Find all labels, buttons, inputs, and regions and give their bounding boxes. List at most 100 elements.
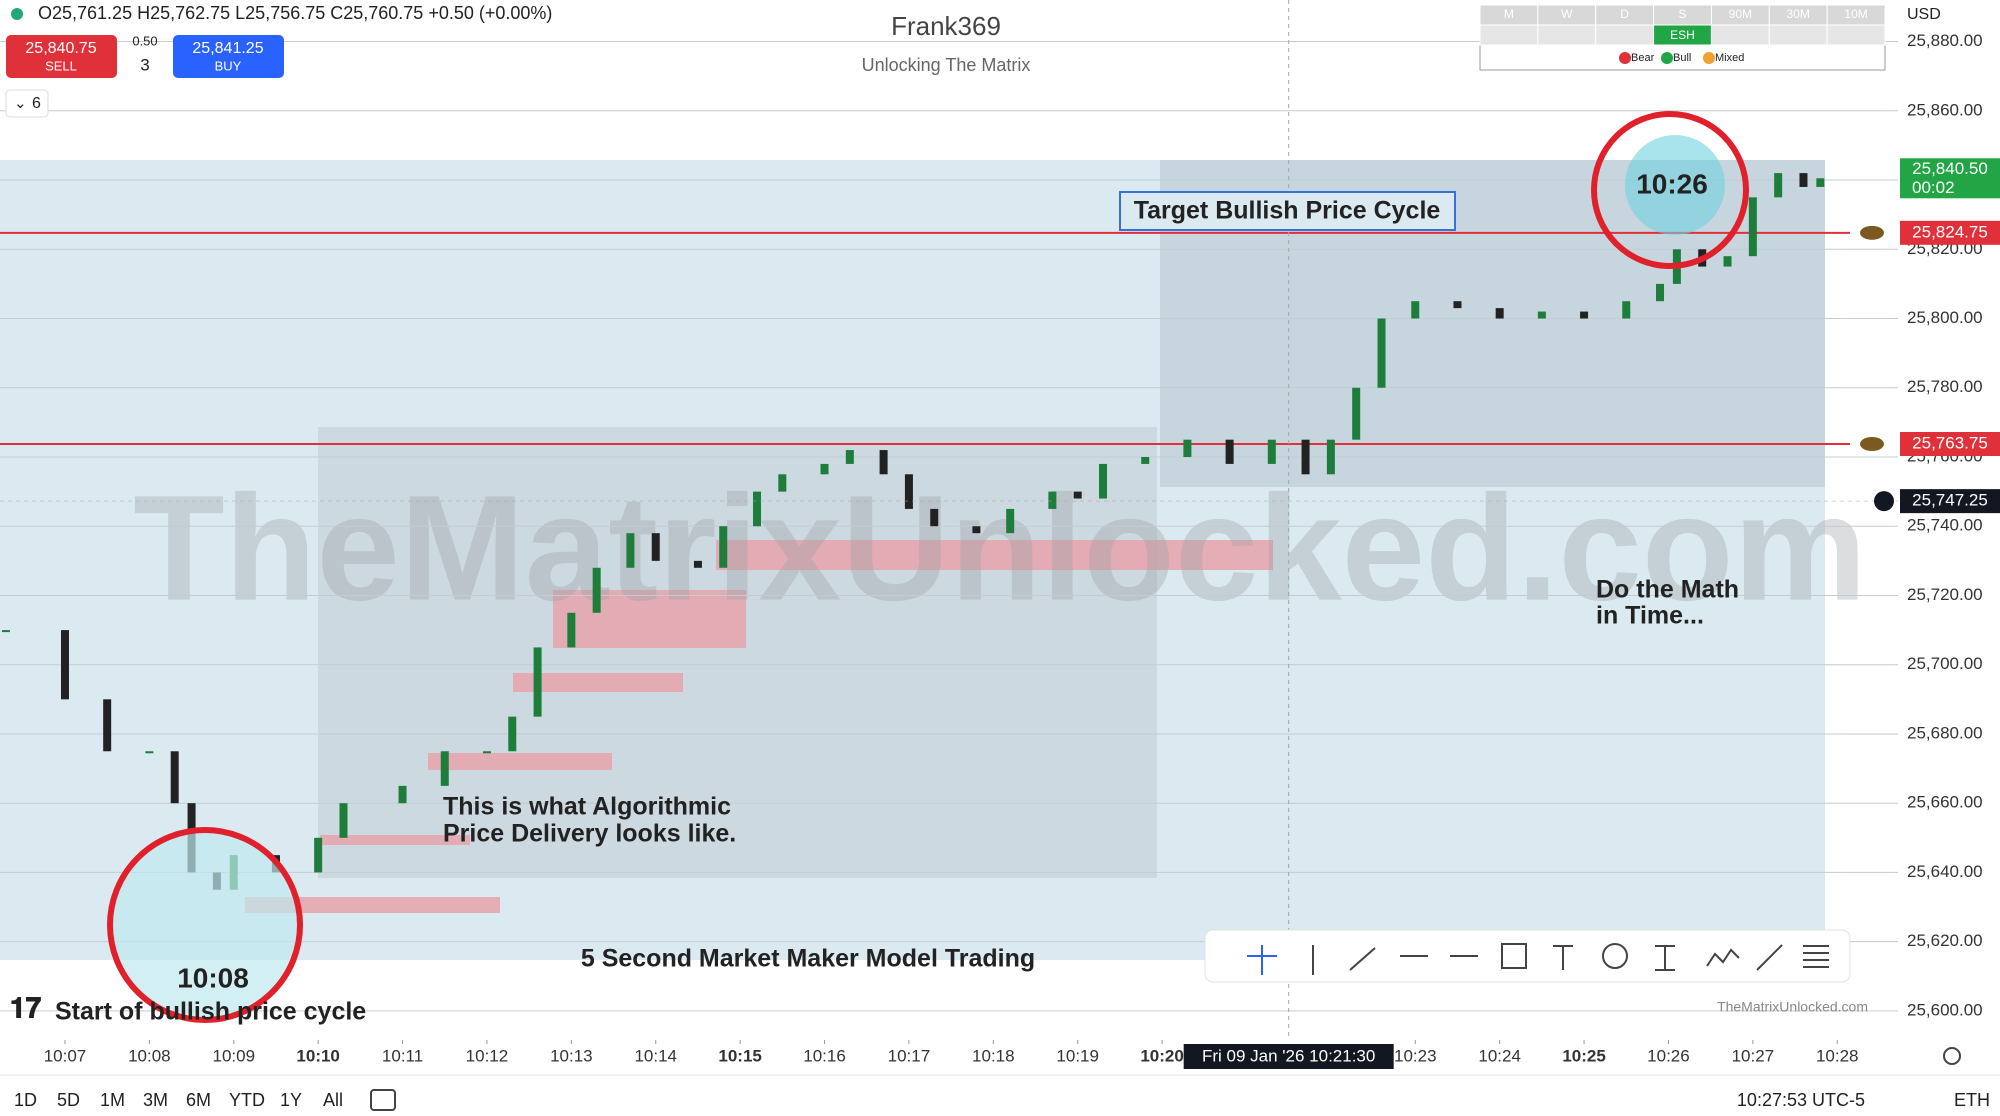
x-tick-label: 10:10 xyxy=(296,1046,339,1065)
x-tick-label: 10:27 xyxy=(1732,1046,1775,1065)
table-head-label: W xyxy=(1561,7,1573,21)
text-tool[interactable] xyxy=(1553,945,1573,970)
table-cell xyxy=(1479,24,1539,46)
candle xyxy=(626,533,635,568)
matrix-table: M W D S 90M 30M 10M ESH Bear Bull Mixed xyxy=(1479,4,1886,71)
settings-icon[interactable] xyxy=(1943,1047,1961,1065)
range-button[interactable]: 6M xyxy=(186,1090,211,1110)
candle xyxy=(482,751,491,754)
x-tick-label: 10:20 xyxy=(1140,1046,1183,1065)
rect-tool[interactable] xyxy=(1501,943,1527,969)
candle xyxy=(592,567,601,613)
x-tick-label: 10:18 xyxy=(972,1046,1015,1065)
candle xyxy=(1723,256,1732,267)
fvg xyxy=(320,835,470,845)
crosshair-time-box xyxy=(1183,1044,1394,1069)
price-tag xyxy=(1900,432,2000,457)
measure-tool[interactable] xyxy=(1655,945,1675,971)
trend-tool[interactable] xyxy=(1349,947,1376,971)
indicator-count: 6 xyxy=(32,95,41,112)
currency[interactable]: USD xyxy=(1907,6,1941,23)
range-button[interactable]: 1Y xyxy=(280,1090,302,1110)
x-tick-label: 10:07 xyxy=(44,1046,87,1065)
path-tool[interactable] xyxy=(1706,948,1740,967)
y-tick-label: 25,780.00 xyxy=(1907,377,1983,396)
tv-logo: 𝟏𝟕 xyxy=(10,992,42,1023)
candle xyxy=(170,751,179,804)
candle xyxy=(972,526,981,534)
title: Frank369 xyxy=(891,11,1001,41)
x-tick-label: 10:24 xyxy=(1478,1046,1521,1065)
price-tag xyxy=(1900,220,2000,245)
x-tick-label: 10:09 xyxy=(212,1046,255,1065)
footer: 1D 5D 1M 3M 6M YTD 1Y All xyxy=(14,1090,343,1110)
table-head-label: 90M xyxy=(1729,7,1752,21)
circle-tool[interactable] xyxy=(1602,943,1628,969)
candle xyxy=(1048,491,1057,509)
sell-button[interactable] xyxy=(6,35,117,78)
candle xyxy=(778,474,787,492)
x-tick-label: 10:16 xyxy=(803,1046,846,1065)
price-tag-label: 25,824.75 xyxy=(1912,222,1988,241)
buy-button[interactable] xyxy=(173,35,284,78)
site-label: TheMatrixUnlocked.com xyxy=(1717,999,1868,1015)
candle xyxy=(1799,173,1808,187)
range-button[interactable]: 3M xyxy=(143,1090,168,1110)
indicator-toggle[interactable] xyxy=(5,89,49,118)
y-tick-label: 25,680.00 xyxy=(1907,723,1983,742)
candle xyxy=(1622,301,1631,319)
candle xyxy=(533,647,542,717)
crosshair-price: 25,747.25 xyxy=(1912,491,1988,510)
candle xyxy=(1301,439,1310,475)
y-tick-label: 25,860.00 xyxy=(1907,100,1983,119)
fvg xyxy=(553,590,746,648)
last-price-label: 25,840.50 xyxy=(1912,159,1988,178)
price-tag-label: 25,763.75 xyxy=(1912,433,1988,452)
buy-label: BUY xyxy=(215,58,242,73)
y-tick-label: 25,720.00 xyxy=(1907,585,1983,604)
y-tick-label: 25,880.00 xyxy=(1907,31,1983,50)
crosshair-tool[interactable] xyxy=(1247,945,1277,975)
chevron: ⌄ xyxy=(14,95,27,112)
range-button[interactable]: 1M xyxy=(100,1090,125,1110)
candle xyxy=(1453,301,1462,309)
annotation-box xyxy=(1119,191,1456,231)
table-head-label: M xyxy=(1504,7,1514,21)
x-tick-label: 10:19 xyxy=(1056,1046,1099,1065)
clock: 10:27:53 UTC-5 xyxy=(1737,1090,1865,1110)
countdown: 00:02 xyxy=(1912,178,1955,197)
y-tick-label: 25,740.00 xyxy=(1907,516,1983,535)
crosshair-price-box xyxy=(1900,489,2000,514)
x-tick-label: 10:11 xyxy=(382,1046,423,1065)
candle xyxy=(1225,439,1234,464)
annotation: in Time... xyxy=(1596,602,1704,630)
more-tool[interactable] xyxy=(1803,945,1829,968)
quantity[interactable]: 3 xyxy=(140,55,149,74)
sell-label: SELL xyxy=(45,58,77,73)
axes: 25,600.00 25,620.00 25,640.00 25,660.00 25,6… xyxy=(44,31,2000,1069)
legend-label: Bear xyxy=(1631,52,1655,64)
range-button[interactable]: All xyxy=(323,1090,343,1110)
x-tick-label: 10:13 xyxy=(550,1046,593,1065)
candle xyxy=(1183,439,1192,457)
candle xyxy=(651,533,660,561)
range-button[interactable]: 1D xyxy=(14,1090,37,1110)
brush-tool[interactable] xyxy=(1756,944,1783,971)
candle xyxy=(1073,491,1082,499)
table-head-label: D xyxy=(1620,7,1629,21)
x-tick-label: 10:25 xyxy=(1562,1046,1605,1065)
candle xyxy=(440,751,449,786)
x-tick-label: 10:08 xyxy=(128,1046,171,1065)
range-button[interactable]: YTD xyxy=(229,1090,265,1110)
candle xyxy=(719,526,728,568)
x-tick-label: 10:14 xyxy=(634,1046,677,1065)
candle xyxy=(1377,318,1386,388)
legend-label: Mixed xyxy=(1715,52,1744,64)
plus-icon xyxy=(1874,491,1894,512)
session[interactable]: ETH xyxy=(1954,1090,1990,1110)
date-range-icon[interactable] xyxy=(370,1089,396,1111)
candle xyxy=(1267,439,1276,464)
y-tick-label: 25,660.00 xyxy=(1907,793,1983,812)
table-cell xyxy=(1710,24,1770,46)
range-button[interactable]: 5D xyxy=(57,1090,80,1110)
